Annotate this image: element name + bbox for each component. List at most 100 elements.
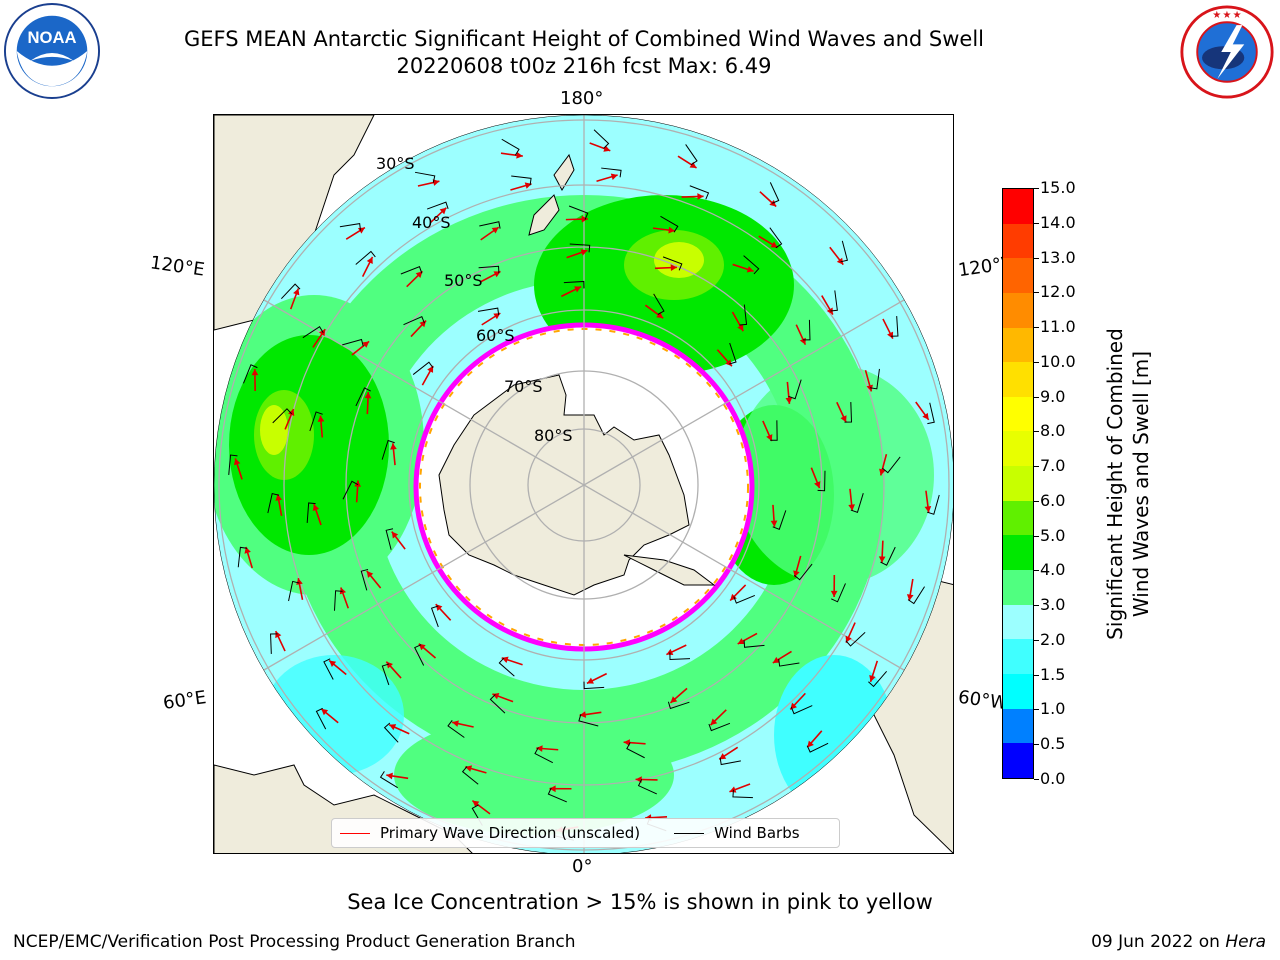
colorbar-tick-label: 0.0 <box>1033 769 1066 788</box>
colorbar-segment <box>1003 535 1033 571</box>
wave-direction-arrowhead <box>869 674 876 682</box>
wind-barb <box>242 364 258 384</box>
colorbar-tick-label: 2.0 <box>1033 629 1066 649</box>
wind-barb <box>868 670 888 688</box>
wind-barb <box>237 546 248 568</box>
wave-direction-arrowhead <box>288 409 295 416</box>
colorbar-segment <box>1003 570 1033 605</box>
wind-barb <box>719 757 741 766</box>
wave-direction-arrowhead <box>579 711 587 718</box>
colorbar-tick-label: 0.5 <box>1033 734 1066 754</box>
wind-barb <box>802 319 811 341</box>
wave-direction-arrowhead <box>770 520 778 527</box>
colorbar-label-line1: Significant Height of Combined <box>1103 328 1127 640</box>
colorbar-segment <box>1003 708 1033 744</box>
wave-direction-arrowhead <box>364 392 372 399</box>
graticule <box>218 115 950 853</box>
colorbar-segment <box>1003 189 1033 224</box>
wind-barb <box>403 315 425 326</box>
colorbar-tick-label: 12.0 <box>1034 282 1076 302</box>
wind-barb <box>669 652 691 660</box>
wave-direction-arrowhead <box>549 785 556 793</box>
wind-barb <box>578 714 599 727</box>
wind-barb <box>840 240 848 263</box>
map-subtitle: 20220608 t00z 216h fcst Max: 6.49 <box>396 54 772 78</box>
wave-direction-arrowhead <box>814 481 821 489</box>
wave-direction-arrowhead <box>772 656 780 663</box>
wave-direction-arrowhead <box>536 745 543 752</box>
wave-direction-arrowhead <box>922 412 929 420</box>
lat-label-70s: 70°S <box>504 377 543 396</box>
wind-barb <box>830 290 838 312</box>
noaa-logo-text: NOAA <box>27 28 76 47</box>
colorbar-tick-label: 8.0 <box>1033 421 1066 441</box>
lon-label-180: 180° <box>560 88 604 109</box>
wave-direction-arrowhead <box>321 708 329 716</box>
colorbar-tick-label: 15.0 <box>1034 178 1076 197</box>
wind-barb <box>769 227 783 249</box>
wave-direction-arrowhead <box>610 173 618 180</box>
wave-direction-arrowhead <box>296 578 303 585</box>
wind-barb-swatch <box>674 832 705 834</box>
wind-barb <box>383 722 399 743</box>
wind-barb <box>772 510 787 530</box>
colorbar-segment <box>1003 258 1033 293</box>
footer-date: 09 Jun 2022 on Hera <box>1091 932 1266 952</box>
colorbar <box>1002 188 1034 779</box>
wind-barb <box>477 307 500 316</box>
wind-barb <box>667 701 690 710</box>
colorbar-tick-label: 10.0 <box>1034 351 1076 371</box>
colorbar-segment <box>1003 396 1033 432</box>
polar-map: 30°S 40°S 50°S 60°S 70°S 80°S <box>213 114 954 854</box>
wind-barb <box>926 494 940 515</box>
wave-direction-arrowhead <box>415 271 423 279</box>
colorbar-tick-label: 1.5 <box>1033 664 1066 684</box>
wind-barb <box>478 265 500 274</box>
wind-barb <box>534 747 554 764</box>
wind-barb <box>414 171 436 183</box>
lat-label-50s: 50°S <box>444 271 483 290</box>
wave-direction-arrowhead <box>785 397 793 404</box>
colorbar-tick-label: 7.0 <box>1033 456 1066 476</box>
wave-direction-arrowhead <box>689 161 697 168</box>
wind-barb <box>501 138 520 156</box>
colorbar-tick-label: 3.0 <box>1033 595 1066 615</box>
wind-barb <box>817 470 826 492</box>
wind-barb <box>479 221 501 229</box>
wave-direction-arrowhead <box>826 307 833 315</box>
wind-barb <box>844 402 853 423</box>
wind-barb <box>385 528 394 550</box>
wave-direction-arrowhead <box>623 739 631 746</box>
wind-barb <box>489 694 506 714</box>
wave-direction-arrowhead <box>362 341 370 348</box>
wave-direction-arrowhead <box>339 587 347 595</box>
wind-barb <box>806 742 829 753</box>
colorbar-segment <box>1003 327 1033 363</box>
wave-direction-arrowhead <box>389 724 397 731</box>
wind-barb <box>309 411 323 432</box>
wind-barb <box>511 175 532 186</box>
lon-label-60e: 60°E <box>161 687 208 714</box>
colorbar-segment <box>1003 604 1033 640</box>
wind-barb <box>414 644 425 666</box>
colorbar-tick-label: 11.0 <box>1034 317 1076 337</box>
lon-label-0: 0° <box>572 856 593 877</box>
wind-barb <box>400 266 423 275</box>
wind-barb <box>270 633 278 654</box>
wave-direction-arrowhead <box>887 331 894 339</box>
wind-barb <box>882 456 901 474</box>
colorbar-label-line2: Wind Waves and Swell [m] <box>1129 350 1153 618</box>
colorbar-tick-label: 14.0 <box>1034 212 1076 232</box>
wave-direction-arrowhead <box>275 631 282 639</box>
legend-wind-barbs: Wind Barbs <box>714 824 800 842</box>
wind-barb <box>733 594 756 604</box>
wind-barb <box>626 742 645 759</box>
vector-field <box>228 129 940 841</box>
wave-direction-arrowhead <box>427 365 434 373</box>
wave-direction-arrowhead <box>275 494 283 501</box>
wave-direction-arrowhead <box>670 264 677 271</box>
colorbar-segment <box>1003 743 1033 778</box>
wave-direction-arrowhead <box>251 369 259 376</box>
wind-barb <box>850 493 864 513</box>
wind-barb <box>302 326 324 339</box>
